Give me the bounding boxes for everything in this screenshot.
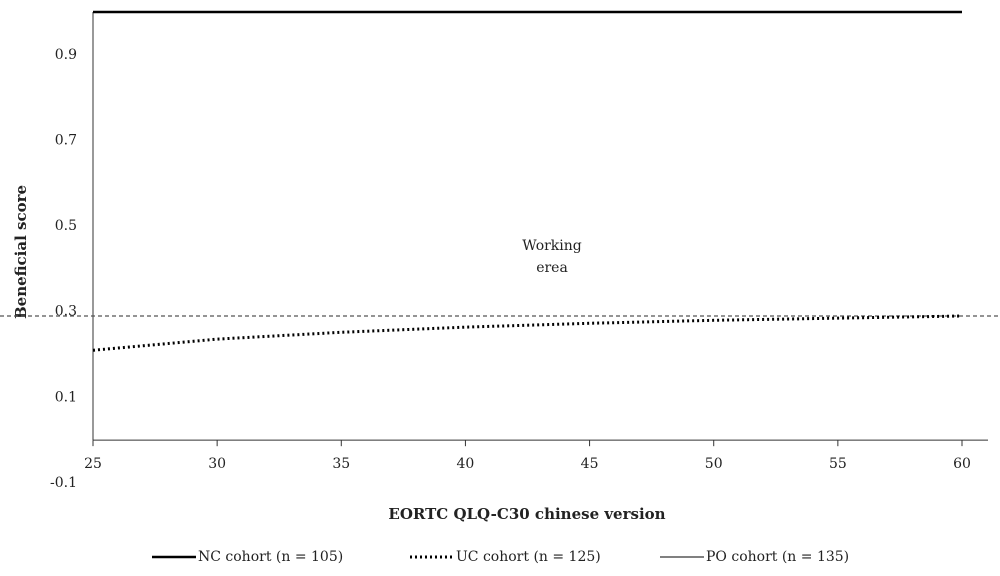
y-tick-label: 0.7 <box>55 132 77 148</box>
annotation: Working <box>522 238 582 254</box>
x-tick-label: 30 <box>208 456 226 472</box>
legend-label: NC cohort (n = 105) <box>198 549 343 565</box>
annotation: erea <box>536 260 568 276</box>
x-tick-label: 35 <box>332 456 350 472</box>
y-tick-label: 0.1 <box>55 389 77 405</box>
x-tick-label: 50 <box>705 456 723 472</box>
y-axis-label: Beneficial score <box>12 185 30 319</box>
x-tick-label: 40 <box>457 456 475 472</box>
x-tick-label: 45 <box>581 456 599 472</box>
y-tick-label: 0.3 <box>55 304 77 320</box>
x-tick-label: 55 <box>829 456 847 472</box>
legend-label: PO cohort (n = 135) <box>706 549 849 565</box>
y-tick-label: 0.9 <box>55 47 77 63</box>
series-line <box>92 314 963 352</box>
x-tick-label: 60 <box>953 456 971 472</box>
x-tick-label: 25 <box>84 456 102 472</box>
y-tick-label: -0.1 <box>50 475 77 491</box>
x-axis-label: EORTC QLQ-C30 chinese version <box>388 505 665 523</box>
legend-label: UC cohort (n = 125) <box>456 549 601 565</box>
y-tick-label: 0.5 <box>55 218 77 234</box>
